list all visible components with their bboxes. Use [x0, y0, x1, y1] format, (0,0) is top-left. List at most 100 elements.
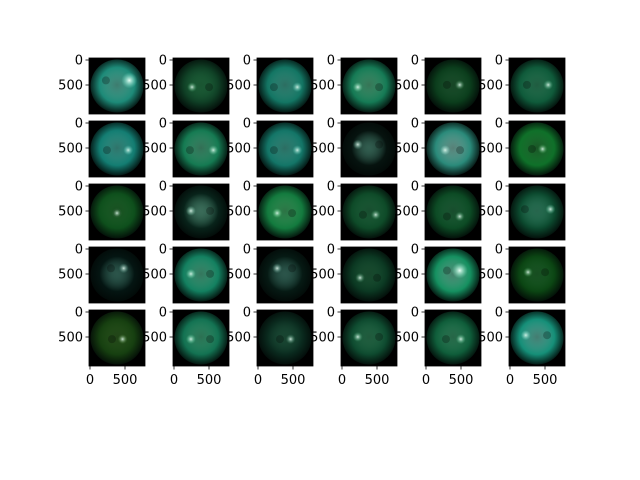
- macula-spot: [276, 335, 284, 343]
- fundus-panel: 0 500 0 500: [58, 306, 145, 389]
- fundus-image: [175, 312, 228, 365]
- fundus-image: [427, 312, 480, 365]
- y-tick-label: 0: [75, 54, 83, 69]
- optic-disc: [538, 144, 548, 154]
- fundus-panel: 0 500: [310, 117, 397, 178]
- optic-disc: [112, 208, 122, 218]
- macula-spot: [206, 335, 214, 343]
- y-tick-label: 500: [58, 331, 83, 346]
- y-tick-label: 500: [142, 79, 167, 94]
- macula-spot: [541, 268, 549, 276]
- x-tick-label: 500: [197, 373, 222, 388]
- fundus-panel: 0 500 0 500: [310, 306, 397, 389]
- optic-disc: [292, 82, 302, 92]
- y-tick-label: 500: [58, 268, 83, 283]
- fundus-image: [259, 186, 312, 239]
- optic-disc: [455, 211, 465, 221]
- fundus-panel: 0 500: [478, 117, 565, 178]
- y-tick-label: 0: [495, 243, 503, 258]
- x-tick-label: 500: [449, 373, 474, 388]
- optic-disc: [186, 334, 196, 344]
- y-tick-label: 0: [75, 180, 83, 195]
- y-tick-label: 500: [226, 79, 251, 94]
- macula-spot: [442, 335, 450, 343]
- macula-spot: [288, 209, 296, 217]
- macula-spot: [359, 211, 367, 219]
- fundus-image: [175, 249, 228, 302]
- y-tick-label: 500: [58, 142, 83, 157]
- fundus-image: [343, 186, 396, 239]
- fundus-image: [91, 123, 144, 176]
- fundus-panel: 0 500: [226, 243, 313, 304]
- macula-spot: [375, 83, 383, 91]
- macula-spot: [288, 264, 296, 272]
- macula-spot: [523, 81, 531, 89]
- optic-disc: [121, 72, 137, 88]
- macula-spot: [443, 212, 451, 220]
- fundus-image: [175, 60, 228, 113]
- y-tick-label: 0: [411, 54, 419, 69]
- y-tick-label: 500: [310, 79, 335, 94]
- fundus-panel: 0 500: [310, 243, 397, 304]
- y-tick-label: 500: [142, 142, 167, 157]
- optic-disc: [186, 206, 196, 216]
- macula-spot: [543, 331, 551, 339]
- y-tick-label: 500: [478, 268, 503, 283]
- fundus-panel: 0 500: [142, 54, 229, 115]
- optic-disc: [272, 208, 282, 218]
- panels-layer: 0 500 0 500 0 500 0 500 0 500 0 500 0 500 0 500 0 500 0 500…: [58, 54, 565, 389]
- fundus-panel: 0 500: [58, 180, 145, 241]
- fundus-panel: 0 500: [310, 54, 397, 115]
- optic-disc: [455, 80, 465, 90]
- y-tick-label: 500: [394, 142, 419, 157]
- fundus-image: [91, 312, 144, 365]
- optic-disc: [456, 334, 466, 344]
- macula-spot: [103, 146, 111, 154]
- y-tick-label: 0: [411, 243, 419, 258]
- fundus-image: [511, 123, 564, 176]
- y-tick-label: 0: [495, 117, 503, 132]
- optic-disc: [187, 82, 197, 92]
- x-tick-label: 500: [533, 373, 558, 388]
- y-tick-label: 500: [310, 205, 335, 220]
- macula-spot: [375, 141, 383, 149]
- y-tick-label: 0: [243, 180, 251, 195]
- y-tick-label: 500: [58, 79, 83, 94]
- optic-disc: [353, 332, 363, 342]
- fundus-panel: 0 500: [394, 54, 481, 115]
- fundus-panel: 0 500: [226, 117, 313, 178]
- fundus-panel: 0 500: [310, 180, 397, 241]
- fundus-panel: 0 500: [478, 243, 565, 304]
- fundus-image: [427, 186, 480, 239]
- macula-spot: [521, 205, 529, 213]
- y-tick-label: 0: [159, 117, 167, 132]
- y-tick-label: 500: [142, 268, 167, 283]
- optic-disc: [123, 145, 133, 155]
- optic-disc: [521, 330, 531, 340]
- y-tick-label: 500: [58, 205, 83, 220]
- optic-disc: [371, 210, 381, 220]
- fundus-panel: 0 500 0 500: [478, 306, 565, 389]
- fundus-panel: 0 500: [142, 180, 229, 241]
- fundus-image: [175, 186, 228, 239]
- macula-spot: [528, 145, 536, 153]
- x-tick-label: 500: [113, 373, 138, 388]
- fundus-image: [343, 123, 396, 176]
- macula-spot: [270, 83, 278, 91]
- x-tick-label: 0: [254, 373, 262, 388]
- y-tick-label: 0: [243, 117, 251, 132]
- fundus-image: [511, 312, 564, 365]
- macula-spot: [102, 76, 110, 84]
- x-tick-label: 0: [422, 373, 430, 388]
- macula-spot: [443, 81, 451, 89]
- fundus-image: [511, 186, 564, 239]
- fundus-image: [427, 249, 480, 302]
- macula-spot: [373, 274, 381, 282]
- fundus-panel: 0 500: [226, 54, 313, 115]
- fundus-image: [343, 60, 396, 113]
- y-tick-label: 500: [142, 205, 167, 220]
- optic-disc: [355, 273, 365, 283]
- y-tick-label: 0: [411, 117, 419, 132]
- fundus-panel: 0 500 0 500: [142, 306, 229, 389]
